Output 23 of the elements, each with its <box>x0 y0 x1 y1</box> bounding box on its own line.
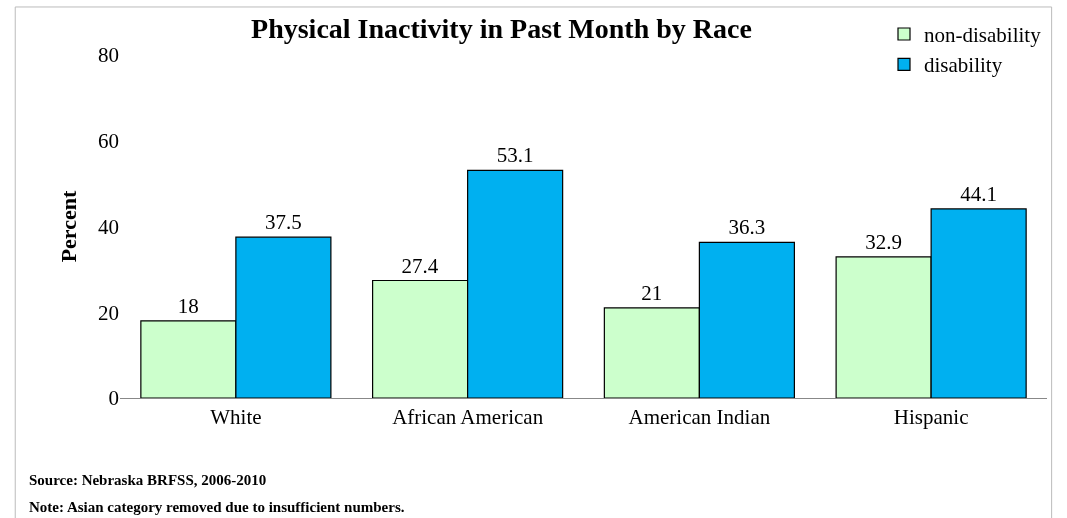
y-tick-label: 80 <box>98 43 119 68</box>
x-tick-label: African American <box>392 405 544 430</box>
legend-label: non-disability <box>924 23 1042 48</box>
chart-title: Physical Inactivity in Past Month by Race <box>251 12 752 44</box>
data-label: 21 <box>641 280 663 305</box>
data-label: 18 <box>177 293 199 318</box>
y-tick-label: 60 <box>98 129 119 154</box>
legend-label: disability <box>924 53 1003 78</box>
data-label: 27.4 <box>401 253 439 278</box>
y-tick-label: 40 <box>98 214 119 239</box>
x-tick-label: American Indian <box>628 405 771 430</box>
x-tick-label: White <box>210 405 262 430</box>
y-tick-label: 0 <box>108 386 119 411</box>
y-axis-title: Percent <box>55 190 81 263</box>
data-label: 32.9 <box>865 229 902 254</box>
data-label: 37.5 <box>265 210 302 235</box>
data-label: 44.1 <box>960 181 998 206</box>
y-tick-label: 20 <box>98 300 119 325</box>
data-label: 36.3 <box>728 215 766 240</box>
source-note: Source: Nebraska BRFSS, 2006-2010 <box>29 472 267 488</box>
data-label: 53.1 <box>496 143 534 168</box>
text: Note: Asian category removed due to insufficient numbers. <box>29 499 405 515</box>
x-tick-label: Hispanic <box>893 405 969 430</box>
